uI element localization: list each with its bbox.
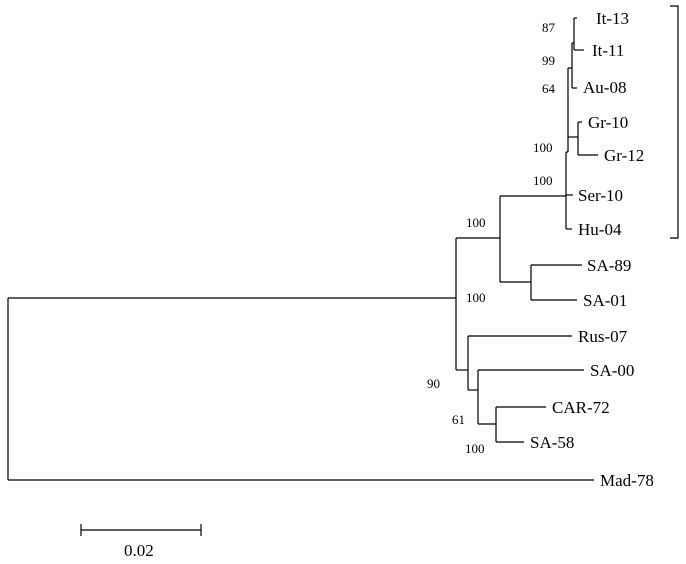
- bootstrap-main-clade: 100: [466, 215, 486, 230]
- italy-greece-node: [567, 67, 578, 152]
- european-clade-node: [565, 151, 573, 230]
- scale-bar-label: 0.02: [124, 541, 154, 560]
- bootstrap-au-group: 64: [542, 81, 556, 96]
- taxon-label-it13: It-13: [596, 9, 629, 28]
- taxon-label-gr10: Gr-10: [588, 113, 628, 132]
- bootstrap-gr-group: 100: [533, 140, 553, 155]
- taxon-label-hu04: Hu-04: [578, 220, 622, 239]
- bootstrap-car72-sa58: 100: [465, 441, 485, 456]
- main-clade-node: [455, 237, 500, 371]
- european-sa-node: [499, 195, 566, 283]
- bootstrap-sa00-group: 61: [452, 412, 465, 427]
- taxon-label-mad78: Mad-78: [600, 471, 654, 490]
- taxon-label-ser10: Ser-10: [578, 186, 623, 205]
- taxon-label-sa00: SA-00: [590, 361, 634, 380]
- rus-sa-node: [467, 335, 572, 391]
- bootstrap-italy-group: 99: [542, 53, 555, 68]
- taxon-label-au08: Au-08: [583, 78, 626, 97]
- bootstrap-sa89-sa01: 100: [466, 290, 486, 305]
- taxon-label-sa89: SA-89: [587, 256, 631, 275]
- sa00-node: [477, 369, 584, 425]
- taxon-label-rus07: Rus-07: [578, 327, 628, 346]
- it13-it11-node: [573, 17, 584, 51]
- taxon-label-it11: It-11: [592, 41, 624, 60]
- bootstrap-european: 100: [533, 173, 553, 188]
- bootstrap-rus-sa: 90: [427, 376, 440, 391]
- clade-bracket: [670, 5, 679, 239]
- greece-node: [577, 121, 598, 156]
- bootstrap-it13-it11: 87: [542, 20, 556, 35]
- taxon-label-car72: CAR-72: [552, 398, 610, 417]
- root-node: [7, 297, 594, 481]
- sa89-sa01-node: [530, 264, 582, 301]
- taxon-label-sa58: SA-58: [530, 433, 574, 452]
- car72-sa58-node: [495, 406, 546, 443]
- taxon-label-gr12: Gr-12: [604, 146, 644, 165]
- taxon-label-sa01: SA-01: [583, 291, 627, 310]
- scale-bar: 0.02: [80, 524, 202, 560]
